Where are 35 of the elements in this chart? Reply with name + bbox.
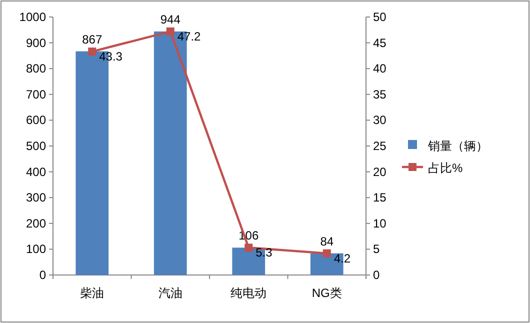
y2-tick-label: 25 — [373, 139, 387, 153]
y2-tick-label: 15 — [373, 190, 387, 205]
data-label: 84 — [320, 234, 334, 248]
y-tick-label: 600 — [26, 113, 46, 128]
x-tick-label: 纯电动 — [230, 286, 267, 300]
point — [166, 27, 174, 36]
data-label: 944 — [160, 12, 181, 26]
y-tick-label: 800 — [26, 62, 46, 76]
y-tick-label: 0 — [39, 268, 46, 282]
x-tick-label: 汽油 — [158, 286, 182, 300]
x-tick-label: 柴油 — [80, 286, 104, 300]
y-tick-label: 1000 — [19, 10, 46, 24]
point — [88, 48, 96, 56]
y2-tick-label: 35 — [373, 87, 387, 102]
y-tick-label: 100 — [26, 242, 46, 256]
y-tick-label: 200 — [26, 216, 46, 230]
y-tick-label: 300 — [26, 190, 46, 205]
y2-tick-label: 0 — [373, 268, 380, 282]
data-label: 867 — [82, 32, 102, 46]
point — [244, 244, 253, 252]
x-tick-label: NG类 — [312, 286, 342, 300]
y2-tick-label: 20 — [373, 164, 387, 179]
legend-label: 销量（辆） — [427, 139, 488, 153]
y2-tick-label: 30 — [373, 113, 387, 128]
y2-tick-label: 45 — [373, 36, 387, 50]
y2-tick-label: 40 — [373, 62, 387, 76]
legend-label: 占比% — [428, 161, 463, 175]
point — [322, 249, 331, 258]
y-tick-label: 400 — [26, 164, 46, 179]
y-tick-label: 900 — [26, 36, 46, 50]
y2-tick-label: 10 — [373, 216, 387, 230]
y-tick-label: 500 — [26, 139, 46, 153]
y2-tick-label: 50 — [373, 10, 387, 24]
y2-tick-label: 5 — [373, 242, 380, 256]
y-tick-label: 700 — [26, 87, 46, 102]
